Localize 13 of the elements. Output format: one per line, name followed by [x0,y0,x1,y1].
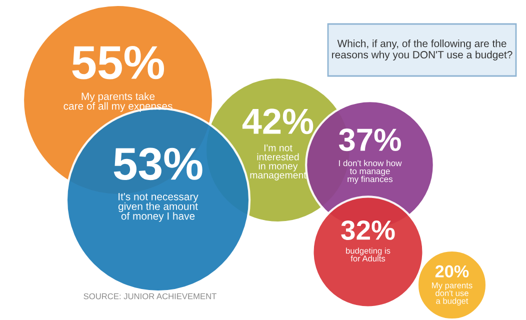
category-label: It's not necessary given the amount of money I have [118,193,198,222]
data-label: 37% [338,128,401,152]
data-label: 53% [114,148,202,180]
category-label: I don't know how to manage my finances [339,160,402,184]
data-label: 20% [435,265,469,278]
text: Which, if any, of the following are the reasons why you DON'T use a budget? [332,40,512,60]
data-label: 55% [72,46,164,80]
category-label: My parents don't use a budget [432,282,472,306]
data-label: 32% [341,220,395,240]
category-label: I'm not interested in money management [250,144,306,180]
source-note: SOURCE: JUNIOR ACHIEVEMENT [84,293,216,300]
data-label: 42% [242,108,314,134]
category-label: budgeting is for Adults [346,248,390,262]
